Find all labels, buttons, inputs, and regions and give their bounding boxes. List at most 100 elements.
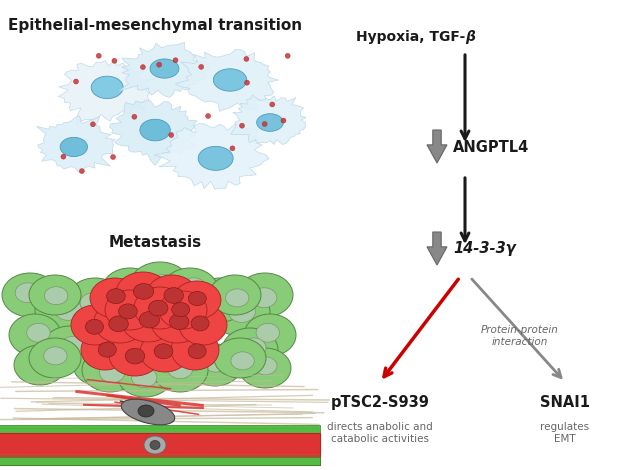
Ellipse shape	[2, 273, 58, 317]
Ellipse shape	[150, 440, 160, 449]
Ellipse shape	[239, 348, 291, 388]
Polygon shape	[36, 116, 115, 173]
Ellipse shape	[169, 314, 189, 329]
Ellipse shape	[134, 287, 186, 329]
Ellipse shape	[214, 338, 266, 378]
Circle shape	[112, 58, 117, 63]
Circle shape	[199, 64, 204, 70]
Ellipse shape	[27, 323, 50, 342]
Polygon shape	[154, 123, 269, 189]
Text: ANGPTL4: ANGPTL4	[453, 140, 529, 155]
Ellipse shape	[80, 293, 105, 313]
Ellipse shape	[254, 357, 277, 375]
Ellipse shape	[146, 275, 198, 317]
Ellipse shape	[188, 344, 242, 386]
Circle shape	[111, 155, 116, 159]
Polygon shape	[109, 100, 197, 165]
Ellipse shape	[61, 337, 86, 356]
Ellipse shape	[86, 353, 110, 372]
Ellipse shape	[71, 305, 119, 345]
Text: Metastasis: Metastasis	[109, 235, 201, 250]
Ellipse shape	[222, 328, 278, 372]
Ellipse shape	[116, 272, 170, 314]
Ellipse shape	[152, 348, 208, 392]
Ellipse shape	[98, 342, 116, 357]
Circle shape	[96, 53, 101, 58]
Ellipse shape	[150, 274, 178, 295]
Ellipse shape	[140, 119, 170, 141]
Ellipse shape	[105, 290, 155, 330]
Ellipse shape	[172, 302, 190, 317]
FancyBboxPatch shape	[0, 457, 320, 465]
Ellipse shape	[164, 288, 183, 303]
Text: Epithelial-mesenchymal transition: Epithelial-mesenchymal transition	[8, 18, 302, 33]
Ellipse shape	[140, 332, 190, 372]
Text: pTSC2-S939: pTSC2-S939	[330, 395, 429, 410]
Ellipse shape	[35, 286, 95, 334]
Circle shape	[262, 122, 267, 126]
Ellipse shape	[67, 278, 123, 322]
Ellipse shape	[139, 312, 160, 328]
Circle shape	[91, 122, 95, 127]
Ellipse shape	[82, 348, 138, 392]
Ellipse shape	[189, 291, 206, 306]
Text: regulates
EMT: regulates EMT	[541, 422, 590, 444]
Ellipse shape	[117, 353, 173, 397]
Text: 14-3-3γ: 14-3-3γ	[453, 242, 516, 257]
Ellipse shape	[94, 301, 146, 343]
Circle shape	[270, 102, 275, 107]
Circle shape	[240, 123, 245, 128]
Ellipse shape	[43, 347, 67, 365]
Ellipse shape	[213, 69, 247, 91]
Polygon shape	[175, 50, 279, 111]
Circle shape	[141, 64, 146, 70]
Text: Hypoxia, TGF-: Hypoxia, TGF-	[356, 30, 465, 44]
Ellipse shape	[109, 316, 128, 332]
Circle shape	[132, 114, 137, 119]
Ellipse shape	[150, 59, 179, 78]
Ellipse shape	[14, 345, 66, 385]
Text: Protein-protein
interaction: Protein-protein interaction	[481, 325, 559, 346]
Text: β: β	[465, 30, 475, 44]
Ellipse shape	[252, 288, 277, 307]
Ellipse shape	[60, 137, 88, 157]
Ellipse shape	[73, 344, 127, 386]
Ellipse shape	[54, 299, 81, 321]
Ellipse shape	[191, 316, 209, 331]
Ellipse shape	[241, 338, 266, 358]
Ellipse shape	[204, 353, 228, 372]
Ellipse shape	[125, 348, 144, 364]
Circle shape	[169, 133, 174, 138]
Ellipse shape	[132, 368, 157, 388]
Polygon shape	[427, 130, 447, 163]
Ellipse shape	[81, 330, 129, 370]
Circle shape	[281, 118, 286, 123]
Ellipse shape	[171, 330, 219, 370]
Polygon shape	[231, 95, 306, 144]
Circle shape	[245, 80, 249, 85]
Ellipse shape	[210, 288, 270, 336]
Ellipse shape	[15, 283, 40, 303]
Ellipse shape	[188, 344, 206, 359]
Ellipse shape	[32, 356, 56, 374]
Ellipse shape	[29, 338, 81, 378]
Ellipse shape	[102, 268, 158, 312]
Ellipse shape	[107, 289, 125, 304]
Ellipse shape	[257, 114, 283, 131]
Ellipse shape	[256, 323, 279, 342]
Ellipse shape	[119, 283, 145, 303]
Circle shape	[230, 146, 235, 151]
Ellipse shape	[198, 146, 233, 170]
Ellipse shape	[90, 278, 140, 318]
Circle shape	[285, 54, 290, 58]
Ellipse shape	[121, 298, 175, 342]
Circle shape	[244, 56, 249, 62]
Ellipse shape	[226, 289, 249, 307]
Ellipse shape	[148, 300, 168, 316]
Ellipse shape	[91, 76, 123, 99]
Ellipse shape	[134, 283, 153, 299]
Circle shape	[157, 62, 162, 67]
Ellipse shape	[192, 278, 248, 322]
Ellipse shape	[162, 268, 218, 312]
Ellipse shape	[144, 436, 166, 454]
